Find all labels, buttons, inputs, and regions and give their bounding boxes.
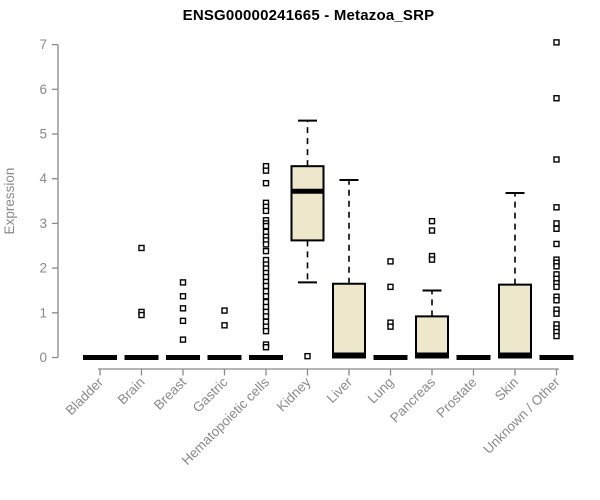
collapsed-box [456, 355, 491, 360]
y-tick-label: 1 [39, 305, 47, 320]
outlier-point [262, 222, 270, 230]
outlier-point [428, 256, 436, 263]
outlier-point [262, 313, 270, 320]
y-tick-label: 6 [39, 82, 47, 97]
x-tick-label: Breast [151, 374, 189, 412]
y-tick-label: 0 [39, 350, 47, 365]
x-tick-label: Bladder [63, 374, 107, 418]
x-tick-label: Skin [492, 375, 521, 404]
x-tick-label: Lung [365, 375, 397, 407]
y-axis: 0 1 2 3 4 5 6 7 Expression [2, 37, 59, 365]
collapsed-box [373, 355, 408, 360]
y-tick-label: 5 [39, 127, 47, 142]
outlier-point [179, 317, 187, 325]
iqr-box [290, 165, 325, 242]
outlier-point [304, 352, 311, 360]
outlier-point [553, 220, 560, 227]
outlier-point [262, 167, 270, 174]
x-tick-label: Brain [115, 375, 148, 408]
chart-title: ENSG00000241665 - Metazoa_SRP [182, 7, 435, 24]
outlier-point [262, 247, 270, 255]
x-tick-label: Pancreas [387, 374, 438, 425]
outlier-point [179, 279, 187, 286]
outlier-point [553, 240, 560, 248]
x-tick-label: Kidney [274, 374, 314, 414]
outlier-point [221, 307, 228, 314]
outlier-point [387, 258, 394, 265]
y-tick-label: 4 [39, 171, 47, 186]
box-lung [373, 258, 408, 360]
outlier-point [262, 293, 270, 300]
box-unknown-other [539, 39, 574, 360]
outlier-point [138, 244, 145, 252]
collapsed-box [166, 355, 200, 360]
box-bladder [83, 355, 117, 360]
x-tick-label: Unknown / Other [480, 374, 563, 457]
outlier-point [387, 283, 394, 291]
outlier-point [179, 293, 187, 300]
iqr-box [415, 315, 449, 359]
box-brain [124, 244, 159, 360]
box-gastric [207, 307, 242, 360]
collapsed-box [249, 355, 283, 360]
outlier-point [553, 95, 560, 102]
box-liver [332, 179, 366, 359]
outlier-point [553, 39, 560, 46]
x-tick-label: Gastric [190, 374, 231, 415]
outlier-point [179, 336, 187, 343]
box-pancreas [415, 217, 449, 359]
iqr-box [498, 283, 532, 359]
outlier-point [262, 179, 270, 187]
x-tick-label: Liver [324, 374, 356, 406]
box-skin [498, 192, 532, 359]
outlier-point [262, 327, 270, 335]
outlier-point [221, 322, 228, 329]
iqr-box [332, 282, 366, 359]
outlier-point [138, 311, 145, 319]
outlier-point [553, 332, 560, 340]
y-axis-title: Expression [2, 168, 17, 235]
box-breast [166, 279, 200, 360]
outlier-point [387, 323, 394, 330]
outlier-point [553, 263, 560, 270]
box-kidney [290, 119, 325, 360]
outlier-point [553, 156, 560, 163]
collapsed-box [539, 355, 574, 360]
outlier-point [428, 227, 436, 234]
outlier-point [553, 283, 560, 291]
x-tick-label: Prostate [433, 375, 479, 421]
outlier-point [428, 217, 436, 225]
collapsed-box [124, 355, 159, 360]
outlier-point [553, 297, 560, 304]
outlier-point [262, 207, 270, 215]
box-prostate [456, 355, 491, 360]
collapsed-box [207, 355, 242, 360]
outlier-point [553, 204, 560, 211]
box-hematopoietic-cells [249, 162, 283, 360]
y-tick-label: 2 [39, 261, 47, 276]
outlier-point [553, 310, 560, 317]
outlier-point [553, 225, 560, 232]
outlier-point [262, 241, 270, 248]
outlier-point [262, 282, 270, 290]
y-tick-label: 7 [39, 37, 47, 52]
outlier-point [262, 344, 270, 351]
y-tick-label: 3 [39, 216, 47, 231]
collapsed-box [83, 355, 117, 360]
outlier-point [179, 305, 187, 312]
